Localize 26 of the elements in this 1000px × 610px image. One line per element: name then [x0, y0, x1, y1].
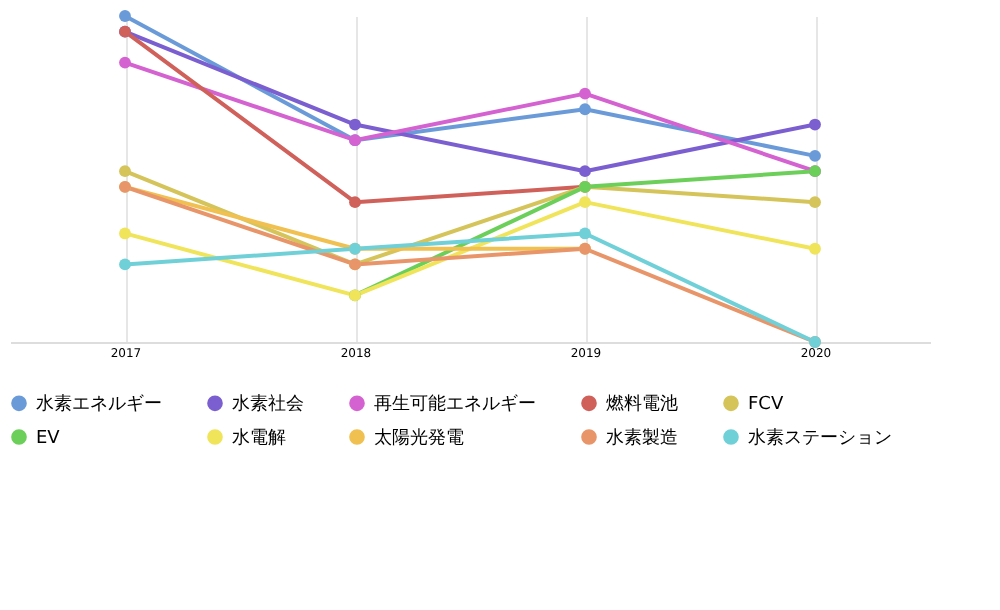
legend-label: 再生可能エネルギー	[374, 393, 536, 416]
point	[579, 103, 591, 116]
point	[579, 165, 591, 178]
point	[579, 87, 591, 100]
legend-label: 水素ステーション	[748, 427, 892, 449]
point	[579, 227, 591, 240]
legend-label: 水素製造	[606, 427, 678, 449]
point	[809, 149, 821, 162]
point	[119, 56, 131, 69]
legend-label: 水素エネルギー	[36, 393, 162, 416]
point	[119, 227, 131, 240]
legend-label: 水素社会	[232, 393, 304, 416]
point	[119, 258, 131, 271]
point	[809, 118, 821, 131]
point	[579, 196, 591, 209]
point	[809, 196, 821, 209]
point	[349, 196, 361, 209]
point	[349, 118, 361, 131]
legend-label: 太陽光発電	[374, 427, 464, 449]
legend-label: FCV	[748, 395, 785, 416]
point	[809, 242, 821, 255]
legend-label: 水電解	[232, 427, 286, 449]
point	[119, 10, 131, 22]
point	[119, 165, 131, 178]
legend-label: 燃料電池	[606, 393, 678, 416]
legend-label: EV	[36, 429, 62, 449]
